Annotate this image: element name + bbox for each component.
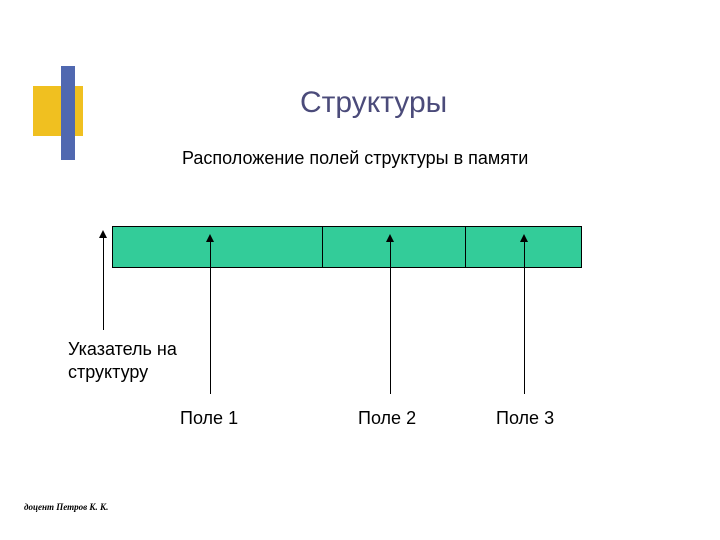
pointer-label-line1: Указатель на [68,339,177,359]
field3-arrow-line [524,240,525,394]
page-title: Структуры [300,86,447,120]
field3-arrow-head [520,234,528,242]
pointer-label-line2: структуру [68,362,148,382]
field2-arrow-line [390,240,391,394]
struct-divider-2 [465,226,466,268]
pointer-label: Указатель на структуру [68,338,177,383]
decor-yellow-square [33,86,83,136]
pointer-arrow-head [99,230,107,238]
field2-label: Поле 2 [358,408,416,429]
pointer-arrow-line [103,236,104,330]
field1-arrow-line [210,240,211,394]
page-subtitle: Расположение полей структуры в памяти [182,148,528,169]
field1-arrow-head [206,234,214,242]
field3-label: Поле 3 [496,408,554,429]
decor-blue-bar [61,66,75,160]
memory-struct-box [112,226,582,268]
field2-arrow-head [386,234,394,242]
struct-divider-1 [322,226,323,268]
footer-author: доцент Петров К. К. [24,502,108,512]
field1-label: Поле 1 [180,408,238,429]
